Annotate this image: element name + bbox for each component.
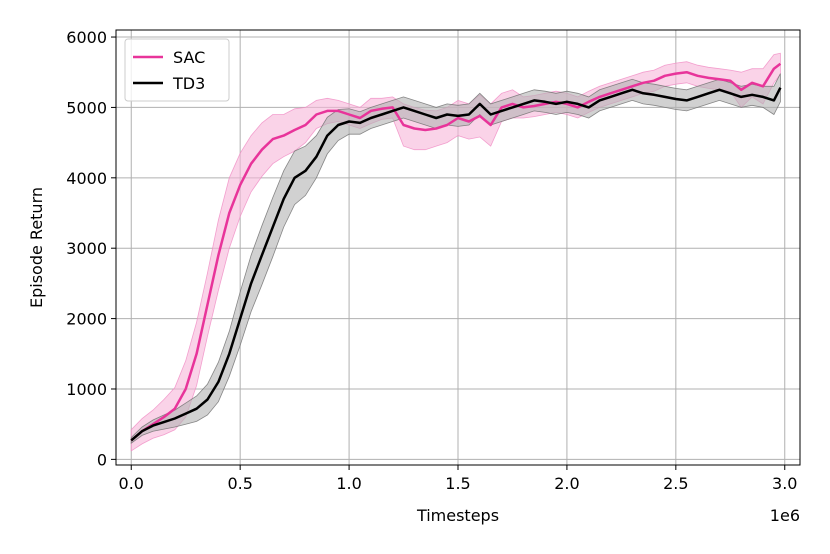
- y-tick-label: 5000: [66, 98, 107, 117]
- confidence-bands: [130, 52, 781, 452]
- series-line-td3: [130, 87, 782, 442]
- band-td3: [130, 73, 781, 444]
- y-tick-label: 2000: [66, 310, 107, 329]
- legend-label-sac: SAC: [173, 48, 205, 67]
- y-axis-label: Episode Return: [27, 187, 46, 308]
- legend: SAC TD3: [124, 38, 230, 102]
- x-tick-label: 0.5: [227, 474, 252, 493]
- y-tick-label: 6000: [66, 28, 107, 47]
- y-tick-label: 4000: [66, 169, 107, 188]
- y-tick-label: 3000: [66, 239, 107, 258]
- x-tick-label: 3.0: [772, 474, 797, 493]
- x-tick-label: 2.5: [663, 474, 688, 493]
- x-tick-label: 2.0: [554, 474, 579, 493]
- series-line-sac: [130, 62, 782, 442]
- x-tick-label: 1.0: [336, 474, 361, 493]
- x-axis-offset-label: 1e6: [770, 506, 800, 525]
- x-tick-label: 1.5: [445, 474, 470, 493]
- series-lines: [130, 62, 782, 442]
- y-tick-label: 1000: [66, 380, 107, 399]
- x-axis-label: Timesteps: [416, 506, 499, 525]
- x-tick-label: 0.0: [119, 474, 144, 493]
- x-axis-ticks: 0.0 0.5 1.0 1.5 2.0 2.5 3.0: [119, 465, 797, 493]
- y-axis-ticks: 0 1000 2000 3000 4000 5000 6000: [66, 28, 116, 469]
- legend-box: [124, 38, 230, 102]
- legend-label-td3: TD3: [172, 74, 205, 93]
- y-tick-label: 0: [97, 450, 107, 469]
